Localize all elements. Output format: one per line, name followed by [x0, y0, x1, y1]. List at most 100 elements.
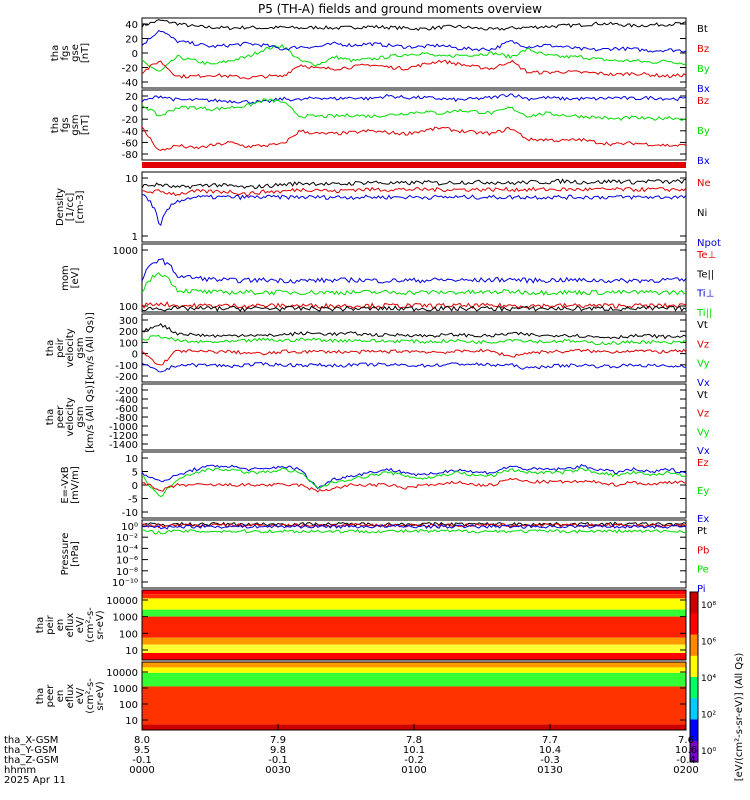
y-tick-label: 1 [132, 232, 138, 243]
y-tick-label: -1400 [109, 440, 138, 451]
y-tick-label: 10 [125, 716, 138, 727]
y-axis-label: Pressure [nPa] [60, 533, 81, 576]
legend-Pb: Pb [697, 545, 709, 556]
series-line-blue [141, 194, 687, 226]
legend-Ni: Ni [697, 208, 707, 219]
legend-Bz: Bz [697, 96, 709, 107]
colorbar-segment [690, 677, 698, 699]
y-axis-label: E=-VxB [mV/m] [60, 466, 81, 504]
y-axis-label-line: sr-eV) [95, 681, 106, 710]
legend-By: By [697, 64, 710, 75]
y-tick-label: 5 [132, 468, 138, 479]
series-line-red [141, 348, 687, 366]
colorbar-segment [690, 698, 698, 720]
y-axis-label-line: velocity [65, 397, 76, 436]
legend-Bt: Bt [697, 24, 708, 35]
x-tick-value: 10.1 [403, 745, 425, 756]
spectrogram-band [142, 609, 686, 617]
y-axis-label: mom [eV] [60, 265, 81, 291]
legend-Te⊥: Te⊥ [696, 250, 716, 261]
x-row-label: tha_X-GSM [4, 735, 58, 746]
y-axis-label-line: peir [55, 337, 66, 357]
y-tick-label: -100 [115, 361, 138, 372]
y-tick-label: 0 [132, 49, 138, 60]
y-tick-label: 100 [119, 302, 138, 313]
y-axis-label-line: gse [70, 44, 81, 62]
y-tick-label: 10⁻² [116, 533, 138, 544]
legend-Ti||: Ti|| [696, 308, 712, 319]
y-tick-label: 40 [125, 20, 138, 31]
y-tick-label: -800 [115, 413, 138, 424]
x-row-label: hhmm [4, 765, 36, 776]
spectrogram-band [142, 662, 686, 668]
legend-Bx: Bx [697, 156, 710, 167]
y-axis-label-line: [nPa] [70, 541, 81, 567]
panel-peer-vel: tha peer velocity gsm [km/s (All Qs)] -200-40… [45, 381, 710, 457]
y-tick-label: -5 [128, 495, 138, 506]
colorbar-label: [eV/(cm²-s-sr-eV)] (All Qs) [734, 653, 745, 782]
y-axis-label-line: gsm [75, 406, 86, 427]
series-line-blue [141, 523, 687, 530]
panel-peir-vel: tha peir velocity gsm [km/s (All Qs)] 3002001… [45, 312, 710, 389]
y-tick-label: 10⁻⁸ [116, 567, 138, 578]
y-axis-label: tha peer velocity gsm [km/s (All Qs)] [45, 381, 96, 453]
x-tick-value: 9.8 [270, 745, 286, 756]
y-tick-label: 1000 [113, 246, 138, 257]
panel-temp: mom [eV] 1000 100 Te⊥ Te|| Ti⊥ Ti|| [60, 243, 716, 319]
x-tick-value: -0.1 [268, 755, 288, 766]
panel-peir-eflux: tha peir en eflux eV/(cm²-s-sr-eV)10000 1000 1… [35, 589, 687, 661]
y-axis-label-line: mom [60, 265, 71, 291]
y-tick-label: 10000 [106, 596, 138, 607]
y-axis-label-line: eflux [65, 613, 76, 638]
series-line-black [141, 521, 687, 527]
legend-By: By [697, 126, 710, 137]
x-tick-value: -0.4 [676, 755, 696, 766]
panel-frame [141, 313, 687, 383]
colorbar-frame [689, 591, 699, 763]
y-axis-label-line: [nT] [80, 43, 91, 63]
y-tick-label: -20 [122, 115, 138, 126]
panel-frame [141, 589, 687, 661]
legend-Ez: Ez [697, 458, 709, 469]
series-line-green [141, 272, 687, 296]
series-line-red [141, 300, 687, 310]
legend-Vy: Vy [697, 359, 710, 370]
series-line-green [141, 334, 687, 346]
series-line-red [141, 477, 687, 493]
y-axis-label-line: [1/cc] [65, 193, 76, 222]
colorbar-segment [690, 655, 698, 678]
legend-Bx: Bx [697, 84, 710, 95]
colorbar: 10⁸ 10⁶ 10⁴ 10² 10⁰ [eV/(cm²-s-sr-eV)] (All Q… [689, 591, 745, 782]
y-axis-label-line: tha [50, 45, 61, 61]
x-tick-value: 10.4 [539, 745, 561, 756]
chart-title: P5 (TH-A) fields and ground moments over… [258, 2, 542, 16]
y-tick-label: -20 [122, 64, 138, 75]
panel-peer-eflux: tha peer en eflux eV/(cm²-s-sr-eV)10000 1000 1… [35, 661, 687, 731]
x-tick-value: 9.5 [134, 745, 150, 756]
series-line-green [141, 467, 687, 498]
series-line-blue [141, 463, 687, 490]
y-tick-label: 0 [132, 481, 138, 492]
legend-Vz: Vz [697, 409, 709, 420]
x-axis-labels: tha_X-GSM 8.0 7.9 7.8 7.7 7.6 tha_Y-GSM 9.5 9.8 1… [4, 724, 699, 786]
legend-Bz: Bz [697, 44, 709, 55]
y-axis-label: tha peir en eflux eV/(cm²-s-sr-eV) [35, 607, 106, 643]
y-axis-label-line: peer [55, 405, 66, 429]
y-tick-label: 0 [132, 104, 138, 115]
panel-fgs-gsm: tha fgs gsm [nT] 200-20-40-60-80 Bz By Bx [50, 89, 710, 167]
y-tick-label: 10 [125, 174, 138, 185]
y-tick-label: 1000 [113, 613, 138, 624]
y-axis-label-line: [nT] [80, 115, 91, 135]
x-tick-value: 10.6 [675, 745, 697, 756]
spectrogram-band [142, 686, 686, 725]
y-axis-label: tha peer en eflux eV/(cm²-s-sr-eV) [35, 678, 106, 714]
colorbar-segment [690, 740, 698, 763]
y-tick-label: -600 [115, 404, 138, 415]
panel-frame [141, 243, 687, 313]
y-axis-label-line: (cm²-s- [85, 607, 96, 643]
spectrogram-band [142, 637, 686, 645]
y-tick-label: -200 [115, 372, 138, 383]
y-tick-label: 10⁻⁴ [116, 544, 138, 555]
legend-Vy: Vy [697, 427, 710, 438]
